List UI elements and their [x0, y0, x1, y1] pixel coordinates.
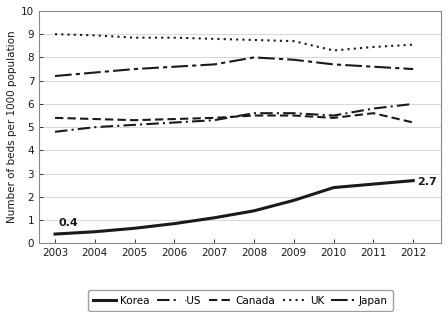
Y-axis label: Number of beds per 1000 population: Number of beds per 1000 population [7, 31, 17, 223]
Text: 0.4: 0.4 [59, 217, 79, 227]
Text: 2.7: 2.7 [417, 177, 437, 187]
Legend: Korea, ·US, Canada, UK, Japan: Korea, ·US, Canada, UK, Japan [87, 290, 392, 311]
